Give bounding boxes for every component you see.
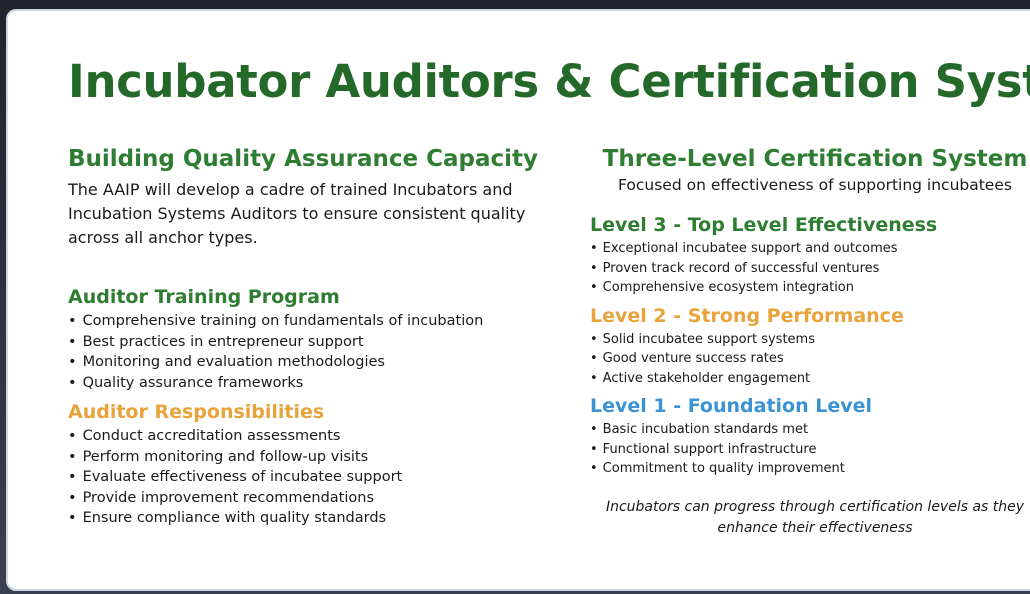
list-item: Comprehensive ecosystem integration — [590, 278, 1030, 298]
list-item: Good venture success rates — [590, 349, 1030, 369]
training-heading: Auditor Training Program — [68, 286, 538, 308]
level2-heading: Level 2 - Strong Performance — [590, 305, 1030, 327]
capacity-heading: Building Quality Assurance Capacity — [68, 146, 538, 172]
list-item: Comprehensive training on fundamentals o… — [68, 311, 538, 332]
left-column: Building Quality Assurance Capacity The … — [68, 146, 538, 529]
slide-title: Incubator Auditors & Certification Syste… — [68, 55, 1030, 108]
list-item: Monitoring and evaluation methodologies — [68, 352, 538, 373]
list-item: Functional support infrastructure — [590, 440, 1030, 460]
progression-note: Incubators can progress through certific… — [590, 497, 1030, 539]
list-item: Solid incubatee support systems — [590, 330, 1030, 350]
capacity-intro: The AAIP will develop a cadre of trained… — [68, 178, 538, 250]
slide: Incubator Auditors & Certification Syste… — [6, 9, 1030, 591]
responsibilities-heading: Auditor Responsibilities — [68, 401, 538, 423]
list-item: Commitment to quality improvement — [590, 459, 1030, 479]
level3-list: Exceptional incubatee support and outcom… — [590, 239, 1030, 298]
certification-subheading: Focused on effectiveness of supporting i… — [590, 176, 1030, 194]
training-list: Comprehensive training on fundamentals o… — [68, 311, 538, 393]
list-item: Exceptional incubatee support and outcom… — [590, 239, 1030, 259]
right-column: Three-Level Certification System Focused… — [590, 146, 1030, 539]
list-item: Best practices in entrepreneur support — [68, 332, 538, 353]
level1-heading: Level 1 - Foundation Level — [590, 395, 1030, 417]
list-item: Ensure compliance with quality standards — [68, 508, 538, 529]
level3-heading: Level 3 - Top Level Effectiveness — [590, 214, 1030, 236]
list-item: Quality assurance frameworks — [68, 373, 538, 394]
level1-list: Basic incubation standards met Functiona… — [590, 420, 1030, 479]
level2-list: Solid incubatee support systems Good ven… — [590, 330, 1030, 389]
list-item: Provide improvement recommendations — [68, 488, 538, 509]
list-item: Conduct accreditation assessments — [68, 426, 538, 447]
responsibilities-list: Conduct accreditation assessments Perfor… — [68, 426, 538, 529]
certification-heading: Three-Level Certification System — [590, 146, 1030, 172]
list-item: Basic incubation standards met — [590, 420, 1030, 440]
list-item: Active stakeholder engagement — [590, 369, 1030, 389]
list-item: Proven track record of successful ventur… — [590, 259, 1030, 279]
list-item: Perform monitoring and follow-up visits — [68, 447, 538, 468]
list-item: Evaluate effectiveness of incubatee supp… — [68, 467, 538, 488]
